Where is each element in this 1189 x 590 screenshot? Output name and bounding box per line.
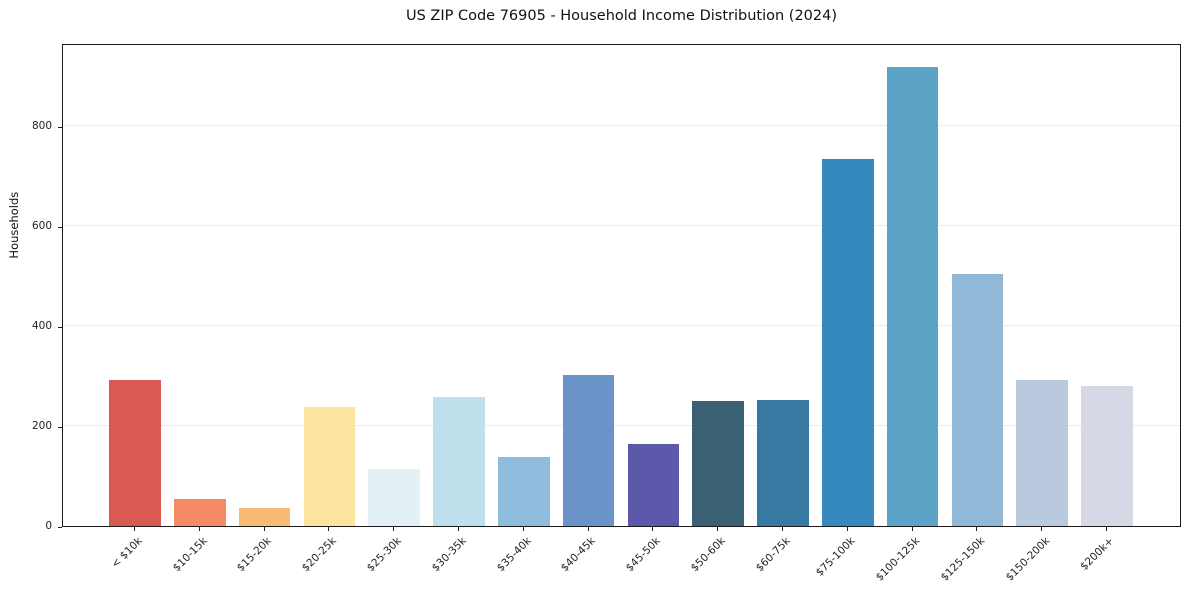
bar-$35-40k [498,456,550,526]
xtick-mark-10 [782,527,783,531]
ytick-label-0: 0 [45,520,52,532]
bar-$25-30k [368,468,420,526]
xtick-label-text-4: $25-30k [364,535,404,575]
xtick-label-text-13: $125-150k [938,535,987,584]
bar-$45-50k [627,444,680,526]
xtick-mark-14 [1041,527,1043,531]
bar-$10-15k [174,498,226,526]
xtick-mark-5 [458,527,459,531]
xtick-label-text-15: $200k+ [1078,535,1117,573]
ytick-label-200: 200 [31,420,52,432]
gridline-y-200 [63,425,1180,426]
xtick-label-text-5: $30-35k [429,535,469,575]
ytick-label-800: 800 [31,120,52,132]
ytick-label-600: 600 [31,220,52,232]
ytick-mark-200 [58,426,62,428]
xtick-mark-1 [198,527,200,531]
xtick-label-text-6: $35-40k [494,535,534,575]
xtick-mark-8 [652,527,654,531]
xtick-mark-15 [1106,527,1107,531]
xtick-label-text-11: $75-100k [813,535,858,579]
plot-area [62,44,1181,527]
chart-title: US ZIP Code 76905 - Household Income Dis… [405,8,838,24]
bar-$15-20k [238,507,291,526]
ytick-label-400: 400 [31,320,52,332]
ytick-mark-600 [58,226,62,228]
xtick-mark-13 [976,527,978,531]
bar-< $10k [109,379,161,526]
xtick-label-text-1: $10-15k [170,535,210,575]
bar-$200k+ [1081,386,1133,526]
xtick-mark-3 [328,527,330,531]
xtick-label-text-3: $20-25k [299,535,339,575]
gridline-y-600 [63,225,1180,226]
bar-$50-60k [692,401,744,526]
xtick-mark-4 [393,527,395,531]
xtick-mark-11 [846,527,848,531]
gridline-y-400 [63,325,1180,326]
ytick-mark-0 [58,526,62,528]
xtick-mark-6 [522,527,524,531]
ytick-mark-800 [58,126,62,128]
bar-$75-100k [822,159,874,526]
xtick-mark-0 [134,527,135,531]
ytick-mark-400 [58,326,62,328]
bar-$100-125k [886,67,939,526]
bar-$125-150k [951,273,1004,526]
xtick-label-text-7: $40-45k [558,535,599,575]
xtick-mark-7 [587,527,589,531]
xtick-label-text-0: < $10k [108,535,145,571]
bar-$60-75k [757,399,809,526]
xtick-mark-9 [717,527,719,531]
gridline-y-800 [63,125,1180,126]
xtick-label-text-2: $15-20k [234,535,275,575]
bar-$150-200k [1016,380,1068,526]
xtick-label-text-8: $45-50k [623,535,663,575]
bar-$20-25k [303,407,356,526]
xtick-mark-12 [911,527,913,531]
xtick-label-text-10: $60-75k [753,535,793,575]
bar-$40-45k [562,375,615,526]
xtick-label-text-14: $150-200k [1003,535,1052,584]
xtick-label-text-12: $100-125k [873,535,923,584]
bar-$30-35k [433,397,485,526]
xtick-mark-2 [263,527,265,531]
xtick-label-text-9: $50-60k [688,535,728,575]
